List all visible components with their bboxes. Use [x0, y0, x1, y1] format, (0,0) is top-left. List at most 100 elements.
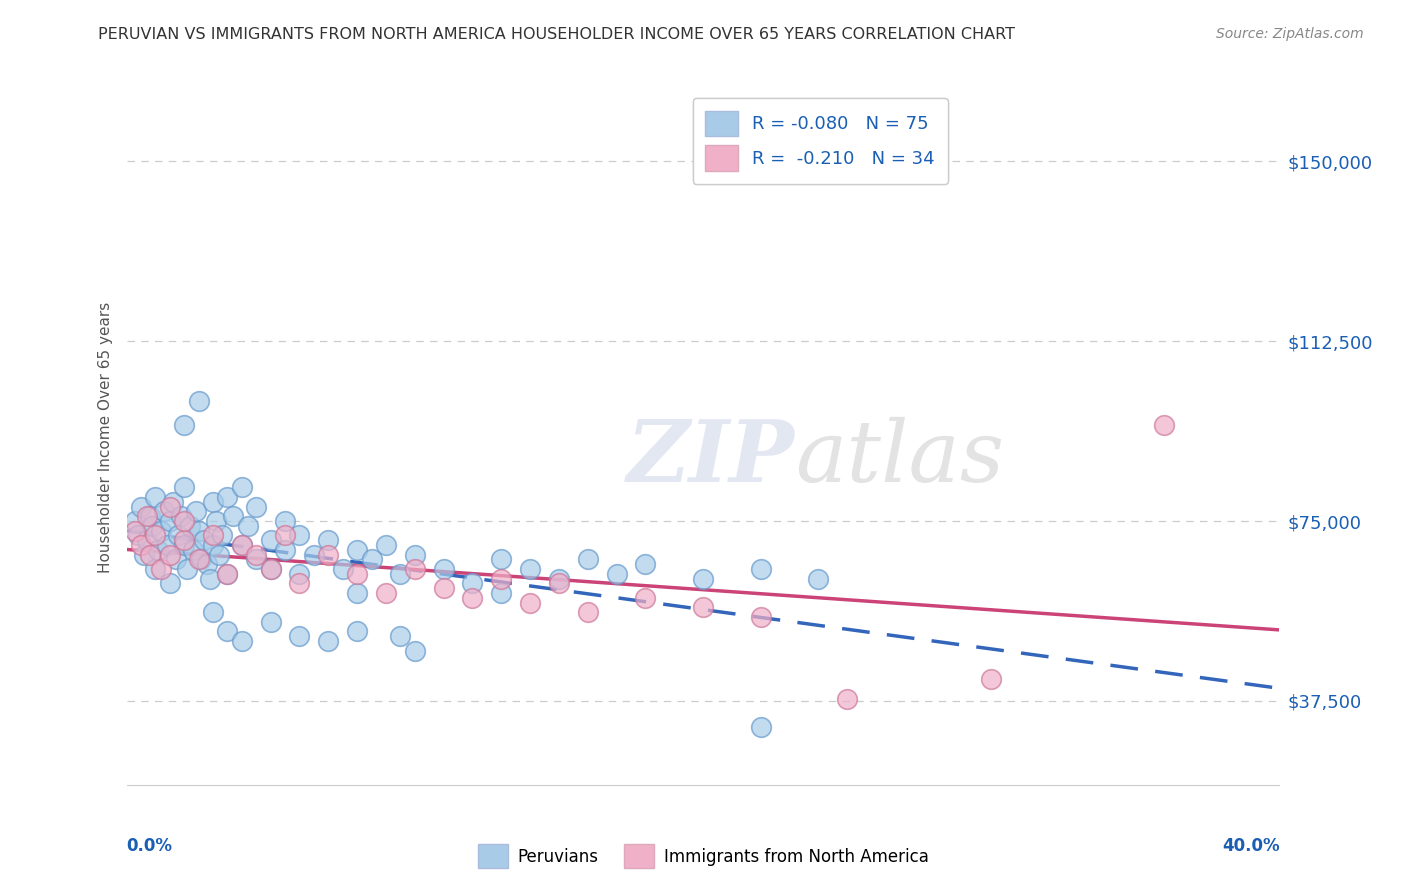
- Point: [159, 576, 181, 591]
- Point: [145, 490, 166, 504]
- Legend: R = -0.080   N = 75, R =  -0.210   N = 34: R = -0.080 N = 75, R = -0.210 N = 34: [693, 98, 948, 184]
- Point: [217, 566, 239, 581]
- Point: [519, 596, 541, 610]
- Point: [404, 562, 426, 576]
- Point: [634, 591, 657, 605]
- Point: [236, 519, 259, 533]
- Point: [259, 562, 281, 576]
- Point: [346, 624, 368, 639]
- Point: [749, 562, 772, 576]
- Point: [165, 552, 187, 566]
- Point: [124, 524, 146, 538]
- Point: [231, 634, 253, 648]
- Point: [173, 514, 195, 528]
- Point: [274, 528, 297, 542]
- Point: [129, 500, 152, 514]
- Point: [159, 548, 181, 562]
- Point: [288, 566, 311, 581]
- Point: [231, 538, 253, 552]
- Point: [187, 552, 209, 566]
- Point: [360, 552, 382, 566]
- Point: [433, 562, 456, 576]
- Point: [195, 558, 218, 572]
- Point: [245, 552, 267, 566]
- Text: Source: ZipAtlas.com: Source: ZipAtlas.com: [1216, 27, 1364, 41]
- Point: [129, 538, 152, 552]
- Point: [576, 605, 599, 619]
- Legend: Peruvians, Immigrants from North America: Peruvians, Immigrants from North America: [471, 838, 935, 875]
- Point: [222, 509, 245, 524]
- Point: [433, 581, 456, 595]
- Point: [288, 576, 311, 591]
- Text: ZIP: ZIP: [627, 417, 796, 500]
- Point: [138, 548, 160, 562]
- Point: [389, 629, 412, 643]
- Point: [198, 572, 221, 586]
- Point: [127, 528, 149, 542]
- Point: [202, 605, 225, 619]
- Point: [167, 528, 190, 542]
- Point: [318, 634, 340, 648]
- Point: [634, 558, 657, 572]
- Point: [259, 562, 281, 576]
- Y-axis label: Householder Income Over 65 years: Householder Income Over 65 years: [97, 301, 112, 573]
- Point: [184, 504, 207, 518]
- Point: [302, 548, 325, 562]
- Point: [202, 495, 225, 509]
- Point: [156, 538, 179, 552]
- Point: [606, 566, 628, 581]
- Point: [205, 514, 228, 528]
- Point: [145, 562, 166, 576]
- Point: [150, 562, 173, 576]
- Point: [138, 509, 160, 524]
- Point: [346, 542, 368, 557]
- Point: [749, 610, 772, 624]
- Point: [159, 514, 181, 528]
- Text: atlas: atlas: [796, 417, 1004, 500]
- Point: [208, 548, 231, 562]
- Point: [187, 394, 209, 409]
- Text: 40.0%: 40.0%: [1222, 837, 1279, 855]
- Point: [173, 538, 195, 552]
- Point: [162, 495, 184, 509]
- Point: [404, 548, 426, 562]
- Point: [548, 576, 571, 591]
- Point: [135, 533, 157, 548]
- Point: [141, 519, 163, 533]
- Point: [135, 509, 157, 524]
- Point: [245, 548, 267, 562]
- Point: [288, 629, 311, 643]
- Point: [692, 572, 714, 586]
- Point: [491, 572, 513, 586]
- Point: [461, 576, 484, 591]
- Point: [124, 514, 146, 528]
- Point: [1153, 418, 1175, 433]
- Point: [150, 524, 173, 538]
- Point: [217, 624, 239, 639]
- Point: [288, 528, 311, 542]
- Point: [259, 533, 281, 548]
- Point: [389, 566, 412, 581]
- Point: [148, 542, 170, 557]
- Point: [193, 533, 215, 548]
- Point: [346, 586, 368, 600]
- Point: [548, 572, 571, 586]
- Point: [749, 720, 772, 734]
- Point: [318, 533, 340, 548]
- Point: [145, 528, 166, 542]
- Point: [374, 586, 398, 600]
- Point: [190, 552, 212, 566]
- Point: [202, 538, 225, 552]
- Point: [187, 524, 209, 538]
- Point: [179, 519, 201, 533]
- Point: [346, 566, 368, 581]
- Point: [274, 514, 297, 528]
- Point: [374, 538, 398, 552]
- Point: [519, 562, 541, 576]
- Point: [217, 566, 239, 581]
- Point: [231, 538, 253, 552]
- Point: [217, 490, 239, 504]
- Point: [461, 591, 484, 605]
- Point: [211, 528, 233, 542]
- Point: [159, 500, 181, 514]
